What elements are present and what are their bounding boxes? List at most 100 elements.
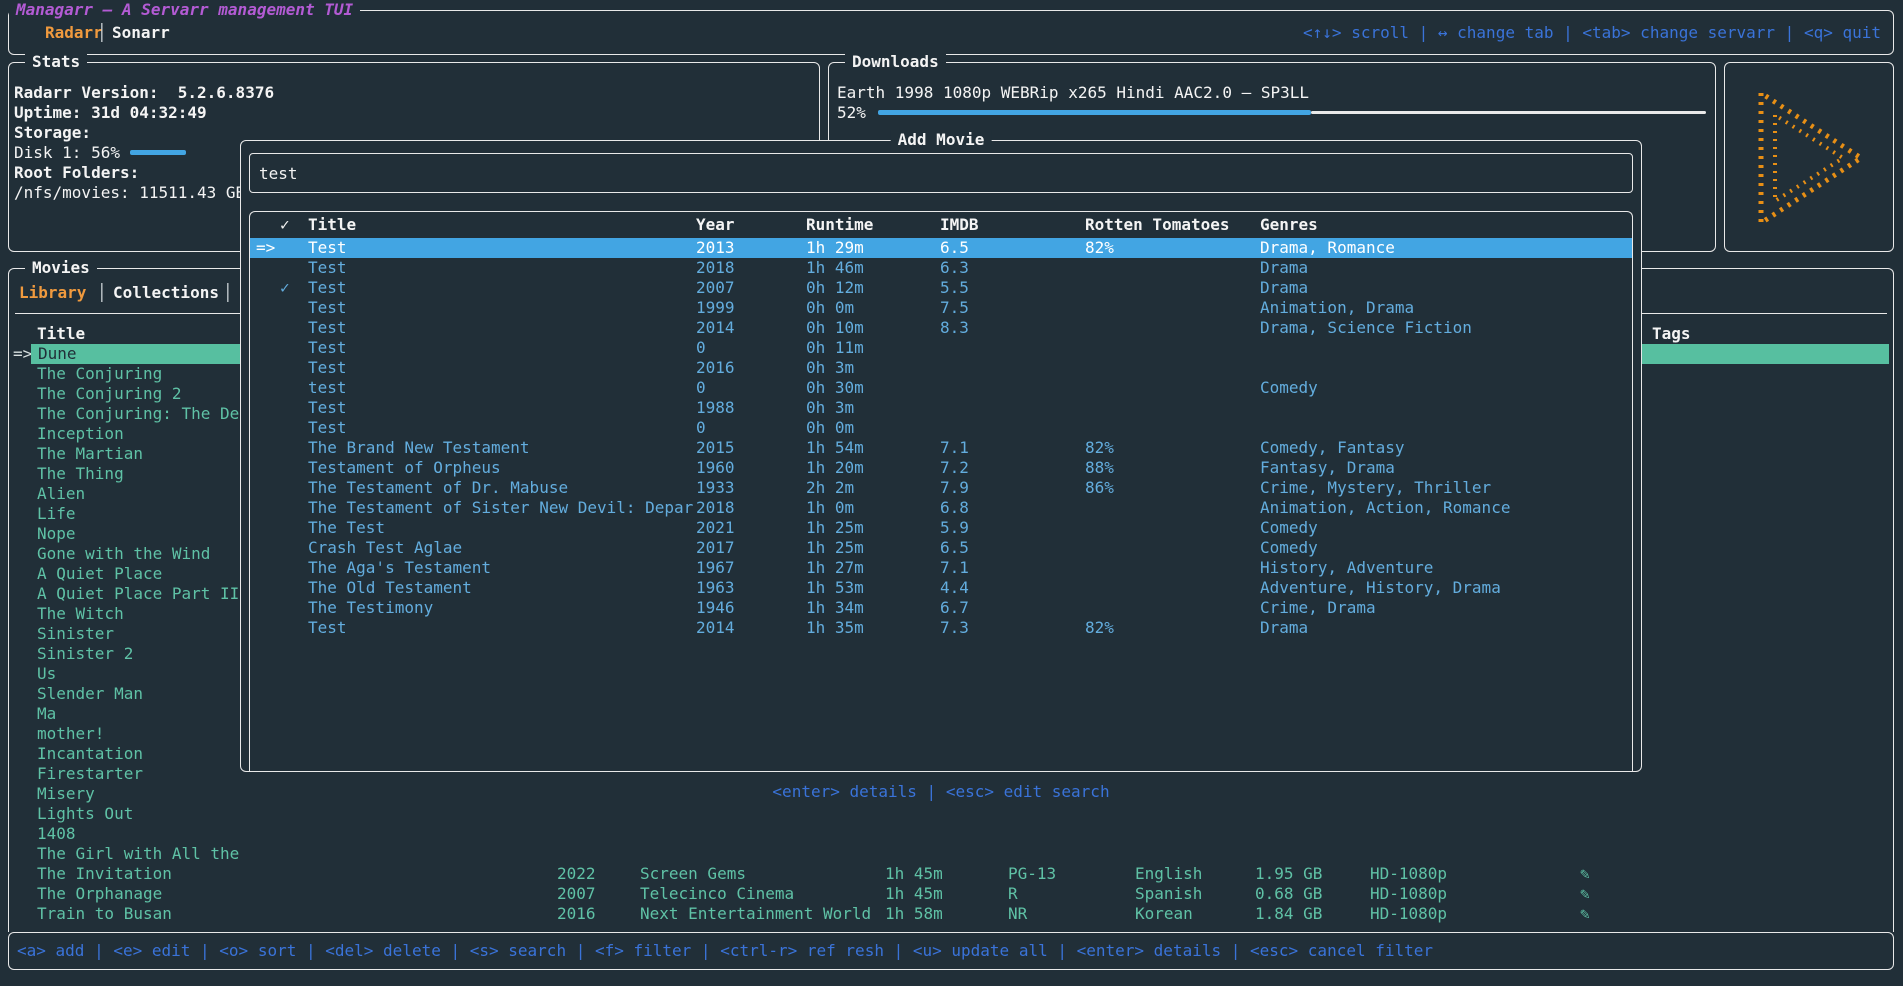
list-item[interactable]: Gone with the Wind <box>37 544 249 564</box>
cell-imdb: 6.5 <box>940 238 969 257</box>
footer-keybar: <a> add | <e> edit | <o> sort | <del> de… <box>8 932 1894 970</box>
disk-usage-label: Disk 1: 56% <box>14 143 120 162</box>
root-folders-label: Root Folders: <box>14 163 140 182</box>
cell-title: test <box>308 378 347 397</box>
cell-studio: Next Entertainment World <box>640 904 872 923</box>
table-row[interactable]: Crash Test Aglae 2017 1h 25m 6.5 Comedy <box>250 538 1632 558</box>
movie-search-input[interactable] <box>250 154 1632 192</box>
list-item[interactable]: Life <box>37 504 249 524</box>
movie-title: Sinister <box>37 624 115 643</box>
list-item[interactable]: Alien <box>37 484 249 504</box>
list-item[interactable]: Sinister <box>37 624 249 644</box>
library-table-visible-rows: 2022 Screen Gems 1h 45m PG-13 English 1.… <box>9 864 1889 924</box>
table-row[interactable]: The Testimony 1946 1h 34m 6.7 Crime, Dra… <box>250 598 1632 618</box>
list-item[interactable]: Lights Out <box>37 804 249 824</box>
cell-genres: Comedy <box>1260 518 1318 537</box>
cell-year: 1960 <box>696 458 735 477</box>
list-item[interactable]: The Conjuring 2 <box>37 384 249 404</box>
list-item[interactable]: Nope <box>37 524 249 544</box>
modal-title: Add Movie <box>890 130 992 150</box>
table-row[interactable]: test 0 0h 30m Comedy <box>250 378 1632 398</box>
table-row[interactable]: ✓ Test 2007 0h 12m 5.5 Drama <box>250 278 1632 298</box>
list-item[interactable]: The Witch <box>37 604 249 624</box>
cell-year: 1933 <box>696 478 735 497</box>
stats-panel: Stats Radarr Version: 5.2.6.8376 Uptime:… <box>8 52 820 252</box>
table-row[interactable]: 2007 Telecinco Cinema 1h 45m R Spanish 0… <box>9 884 1889 904</box>
table-row[interactable]: 2016 Next Entertainment World 1h 58m NR … <box>9 904 1889 924</box>
tab-library[interactable]: Library <box>19 283 87 302</box>
movie-title: The Invitation <box>37 864 172 883</box>
logo-panel <box>1724 62 1894 252</box>
list-item[interactable]: 1408 <box>37 824 249 844</box>
list-item[interactable]: Incantation <box>37 744 249 764</box>
table-row[interactable]: => Test 2013 1h 29m 6.5 82% Drama, Roman… <box>250 238 1632 258</box>
modal-keybinds: <enter> details | <esc> edit search <box>772 782 1110 801</box>
cell-title: Test <box>308 418 347 437</box>
list-item[interactable]: The Thing <box>37 464 249 484</box>
table-row[interactable]: Test 1999 0h 0m 7.5 Animation, Drama <box>250 298 1632 318</box>
table-row[interactable]: 2022 Screen Gems 1h 45m PG-13 English 1.… <box>9 864 1889 884</box>
list-item[interactable]: The Conjuring <box>37 364 249 384</box>
table-row[interactable]: Test 2014 0h 10m 8.3 Drama, Science Fict… <box>250 318 1632 338</box>
table-row[interactable]: The Aga's Testament 1967 1h 27m 7.1 Hist… <box>250 558 1632 578</box>
cell-year: 2018 <box>696 498 735 517</box>
table-row[interactable]: The Testament of Dr. Mabuse 1933 2h 2m 7… <box>250 478 1632 498</box>
cell-quality: HD-1080p <box>1370 884 1448 903</box>
cell-certification: R <box>1008 884 1018 903</box>
list-item[interactable]: Inception <box>37 424 249 444</box>
cell-runtime: 1h 58m <box>885 904 943 923</box>
cell-quality: HD-1080p <box>1370 904 1448 923</box>
disk-usage-progress-bar <box>130 150 186 155</box>
list-item[interactable]: The Girl with All the <box>37 844 249 864</box>
results-rows: => Test 2013 1h 29m 6.5 82% Drama, Roman… <box>250 238 1632 638</box>
cell-title: The Brand New Testament <box>308 438 530 457</box>
cell-year: 1967 <box>696 558 735 577</box>
cell-year: 0 <box>696 378 706 397</box>
movie-title: The Martian <box>37 444 143 463</box>
list-item[interactable]: Slender Man <box>37 684 249 704</box>
list-item[interactable]: The Invitation <box>37 864 249 884</box>
cell-runtime: 2h 2m <box>806 478 855 497</box>
cell-imdb: 7.1 <box>940 438 969 457</box>
table-row[interactable]: The Brand New Testament 2015 1h 54m 7.1 … <box>250 438 1632 458</box>
table-row[interactable]: The Old Testament 1963 1h 53m 4.4 Advent… <box>250 578 1632 598</box>
list-item[interactable]: A Quiet Place <box>37 564 249 584</box>
list-item[interactable]: Firestarter <box>37 764 249 784</box>
download-percent-label: 52% <box>837 103 866 122</box>
list-item[interactable]: mother! <box>37 724 249 744</box>
movie-title: The Thing <box>37 464 124 483</box>
movie-title: A Quiet Place Part II <box>37 584 240 603</box>
table-row[interactable]: The Test 2021 1h 25m 5.9 Comedy <box>250 518 1632 538</box>
list-item[interactable]: Sinister 2 <box>37 644 249 664</box>
table-row[interactable]: The Testament of Sister New Devil: Depar… <box>250 498 1632 518</box>
tab-radarr[interactable]: Radarr <box>45 23 103 42</box>
cell-year: 2017 <box>696 538 735 557</box>
rotten-tomatoes-column-header: Rotten Tomatoes <box>1085 215 1230 234</box>
list-item[interactable]: Us <box>37 664 249 684</box>
cell-year: 2013 <box>696 238 735 257</box>
list-item[interactable]: The Conjuring: The De <box>37 404 249 424</box>
table-row[interactable]: Testament of Orpheus 1960 1h 20m 7.2 88%… <box>250 458 1632 478</box>
cell-runtime: 1h 29m <box>806 238 864 257</box>
table-row[interactable]: Test 1988 0h 3m <box>250 398 1632 418</box>
table-row[interactable]: Test 0 0h 0m <box>250 418 1632 438</box>
movie-title: Slender Man <box>37 684 143 703</box>
list-item[interactable]: The Orphanage <box>37 884 249 904</box>
cell-year: 2014 <box>696 318 735 337</box>
cell-title: Testament of Orpheus <box>308 458 501 477</box>
table-row[interactable]: Test 0 0h 11m <box>250 338 1632 358</box>
cell-studio: Screen Gems <box>640 864 746 883</box>
tab-sonarr[interactable]: Sonarr <box>112 23 170 42</box>
table-row[interactable]: Test 2018 1h 46m 6.3 Drama <box>250 258 1632 278</box>
list-item[interactable]: A Quiet Place Part II <box>37 584 249 604</box>
cell-runtime: 1h 25m <box>806 538 864 557</box>
table-row[interactable]: Test 2016 0h 3m <box>250 358 1632 378</box>
tab-collections[interactable]: Collections <box>113 283 219 302</box>
cell-runtime: 1h 0m <box>806 498 855 517</box>
list-item[interactable]: The Martian <box>37 444 249 464</box>
list-item[interactable]: Ma <box>37 704 249 724</box>
table-row[interactable]: Test 2014 1h 35m 7.3 82% Drama <box>250 618 1632 638</box>
list-item[interactable]: Train to Busan <box>37 904 249 924</box>
list-item[interactable]: Misery <box>37 784 249 804</box>
cell-rotten-tomatoes: 86% <box>1085 478 1114 497</box>
